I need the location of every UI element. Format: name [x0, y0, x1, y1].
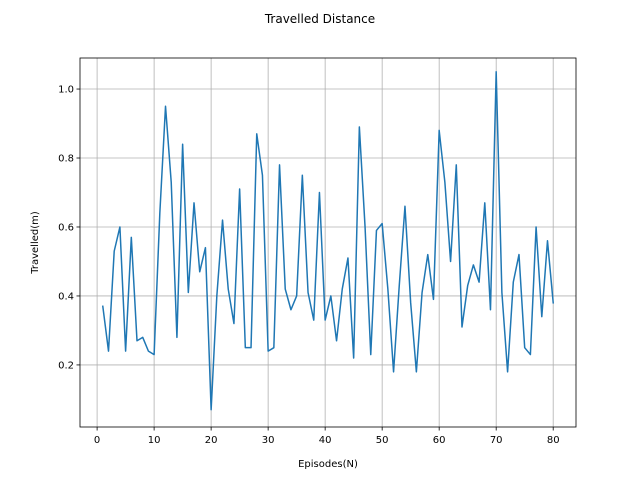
x-tick-label: 20	[205, 435, 218, 446]
plot-area	[80, 58, 576, 427]
series-layer	[101, 71, 555, 411]
axes-border	[79, 57, 577, 428]
x-tick-label: 70	[490, 435, 503, 446]
y-tick-label: 1.0	[58, 85, 74, 96]
x-axis-label: Episodes(N)	[298, 459, 358, 470]
x-tick-label: 80	[547, 435, 560, 446]
axes-frame	[79, 57, 577, 428]
y-axis-ticks: 0.2 0.4 0.6 0.8 1.0	[58, 85, 80, 371]
y-tick-label: 0.2	[58, 360, 74, 371]
x-tick-label: 0	[94, 435, 100, 446]
chart-title: Travelled Distance	[264, 12, 375, 26]
y-axis-label: Travelled(m)	[30, 211, 41, 275]
y-tick-label: 0.8	[58, 154, 74, 165]
x-tick-label: 30	[262, 435, 275, 446]
series-line	[101, 71, 555, 411]
x-axis-ticks: 0 10 20 30 40 50 60 70 80	[94, 427, 560, 446]
x-tick-label: 10	[148, 435, 161, 446]
x-tick-label: 40	[319, 435, 332, 446]
x-tick-label: 50	[376, 435, 389, 446]
x-tick-label: 60	[433, 435, 446, 446]
y-tick-label: 0.4	[58, 291, 74, 302]
y-tick-label: 0.6	[58, 222, 74, 233]
